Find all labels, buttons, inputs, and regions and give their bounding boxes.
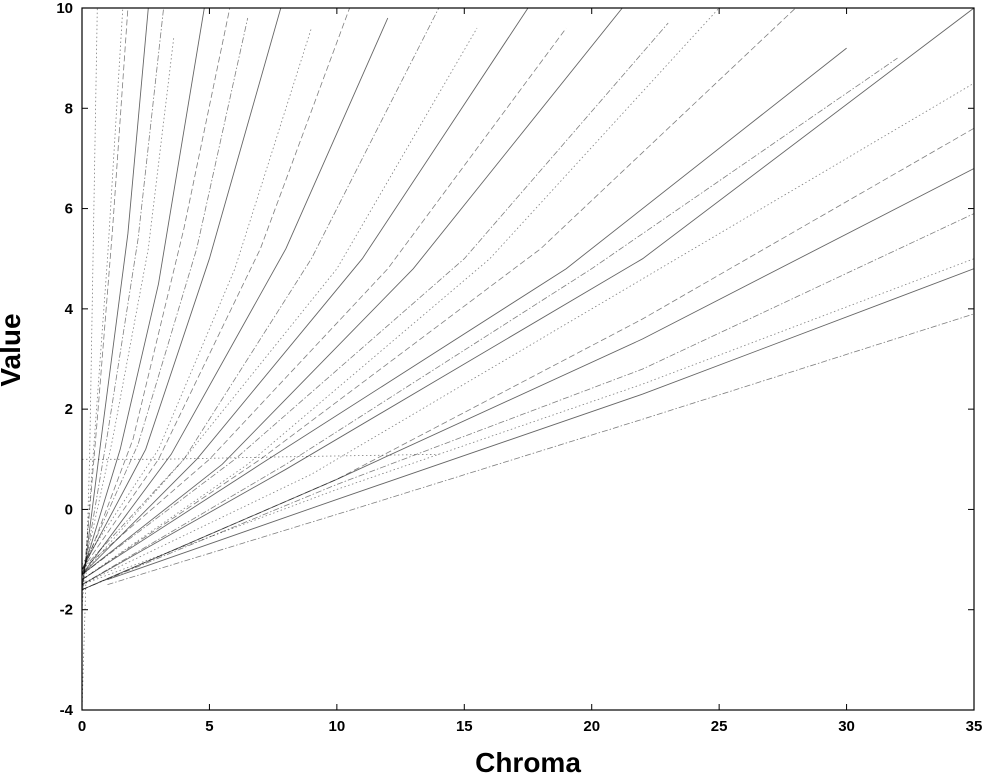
- series-line-10: [82, 27, 312, 565]
- x-tick-label: 35: [966, 718, 983, 735]
- series-line-4: [82, 8, 164, 585]
- series-line-12: [82, 17, 389, 575]
- y-tick-label: 4: [65, 301, 74, 318]
- series-line-7: [82, 8, 231, 575]
- series-line-14: [82, 27, 478, 575]
- x-tick-label: 30: [838, 718, 855, 735]
- series-line-30: [107, 313, 974, 585]
- series-line-31: [82, 8, 98, 710]
- series-line-15: [82, 8, 529, 575]
- series-line-32: [82, 453, 439, 460]
- series-line-17: [82, 8, 623, 575]
- series-line-5: [82, 38, 175, 580]
- x-tick-label: 0: [78, 718, 86, 735]
- series-line-18: [82, 22, 669, 575]
- series-line-26: [82, 168, 974, 591]
- series-line-19: [82, 8, 720, 580]
- plot-frame: [81, 7, 975, 711]
- y-axis-ticks: -4 -2 0 2 4 6 8 10: [56, 0, 974, 719]
- series-lines: [82, 8, 974, 710]
- series-line-2: [82, 8, 129, 600]
- series-line-13: [82, 8, 440, 570]
- series-line-28: [82, 258, 974, 585]
- series-line-29: [107, 268, 974, 581]
- series-line-20: [82, 8, 796, 580]
- series-line-8: [82, 17, 249, 570]
- series-line-22: [82, 57, 898, 585]
- series-line-3: [82, 8, 149, 590]
- x-tick-label: 20: [583, 718, 600, 735]
- x-tick-label: 5: [205, 718, 213, 735]
- series-line-21: [82, 47, 847, 580]
- y-tick-label: -4: [60, 702, 74, 719]
- x-axis-title: Chroma: [475, 747, 581, 778]
- y-tick-label: 2: [65, 401, 73, 418]
- y-tick-label: -2: [60, 602, 73, 619]
- y-axis-title: Value: [0, 313, 26, 386]
- series-line-23: [82, 8, 974, 585]
- y-tick-label: 8: [65, 100, 73, 117]
- x-tick-label: 25: [711, 718, 728, 735]
- series-line-11: [82, 8, 350, 570]
- series-line-27: [82, 213, 974, 591]
- x-axis-ticks: 0 5 10 15 20 25 30 35: [78, 8, 983, 735]
- series-line-6: [82, 8, 205, 575]
- x-tick-label: 10: [329, 718, 346, 735]
- y-tick-label: 6: [65, 201, 73, 218]
- series-line-16: [82, 27, 567, 570]
- y-tick-label: 0: [65, 501, 73, 518]
- series-line-9: [82, 8, 282, 570]
- y-tick-label: 10: [56, 0, 73, 17]
- x-tick-label: 15: [456, 718, 473, 735]
